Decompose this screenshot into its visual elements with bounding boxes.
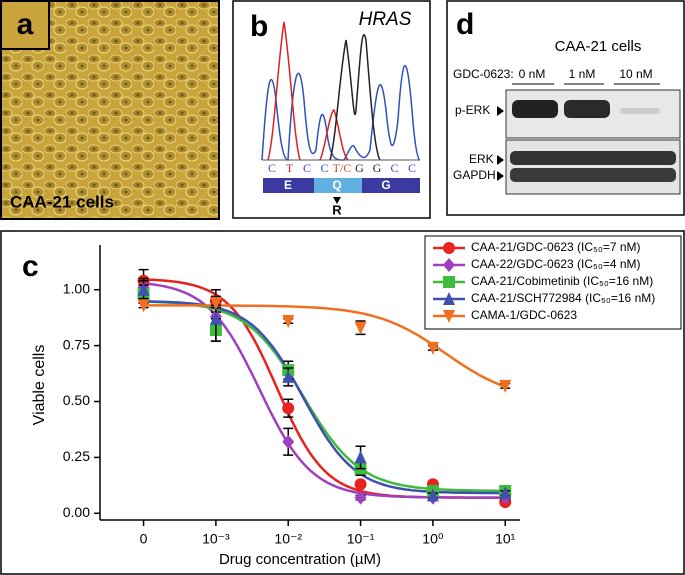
- label-box: [0, 0, 50, 50]
- legend-label: CAA-21/GDC-0623 (IC₅₀=7 nM): [471, 240, 641, 254]
- marker: [137, 299, 150, 313]
- marker: [443, 292, 455, 305]
- base: T/C: [333, 161, 352, 175]
- codon: Q: [332, 178, 341, 192]
- marker: [354, 321, 367, 335]
- x-tick-label: 0: [140, 531, 148, 547]
- base: C: [390, 161, 398, 175]
- base: C: [320, 161, 328, 175]
- y-tick-label: 0.75: [63, 336, 90, 352]
- marker: [499, 379, 512, 393]
- panel-label: b: [250, 10, 268, 43]
- caption: CAA-21 cells: [10, 192, 114, 211]
- band-label: GAPDH: [453, 168, 496, 182]
- marker: [443, 310, 455, 323]
- panel-d: d CAA-21 cells GDC-0623: 0 nM 1 nM 10 nM…: [446, 0, 685, 216]
- x-tick-label: 10⁰: [422, 531, 444, 547]
- legend: CAA-21/GDC-0623 (IC₅₀=7 nM) CAA-22/GDC-06…: [424, 235, 682, 330]
- base: T: [286, 161, 294, 175]
- marker: [443, 242, 455, 254]
- marker: [499, 486, 512, 500]
- marker: [354, 450, 367, 464]
- band: [620, 108, 660, 114]
- marker: [282, 369, 295, 383]
- band-label: p-ERK: [455, 103, 490, 117]
- legend-label: CAA-21/Cobimetinib (IC₅₀=16 nM): [471, 274, 653, 288]
- x-tick-label: 10⁻³: [202, 531, 230, 547]
- x-tick-label: 10⁻¹: [347, 531, 375, 547]
- codon: E: [284, 178, 292, 192]
- x-axis-label: Drug concentration (µM): [219, 551, 381, 568]
- band: [564, 100, 610, 118]
- marker: [443, 258, 455, 272]
- panel-label: a: [17, 8, 34, 41]
- marker: [426, 341, 439, 355]
- dose-label: 1 nM: [569, 67, 596, 81]
- marker: [282, 434, 295, 449]
- y-tick-label: 1.00: [63, 280, 90, 296]
- y-tick-label: 0.25: [63, 448, 90, 464]
- marker: [426, 488, 439, 502]
- band-label: ERK: [469, 152, 494, 166]
- y-tick-label: 0.50: [63, 392, 90, 408]
- panel-a: a CAA-21 cells: [0, 0, 220, 220]
- band-arrow: [497, 171, 504, 181]
- marker: [137, 282, 150, 296]
- x-tick-label: 10⁻²: [274, 531, 302, 547]
- y-tick-label: 0.00: [63, 504, 90, 520]
- trace-g: [329, 33, 381, 161]
- gene-name: HRAS: [359, 9, 412, 30]
- marker: [209, 311, 222, 325]
- base: C: [408, 161, 416, 175]
- fit-curve: [143, 282, 506, 499]
- blot-title: CAA-21 cells: [555, 38, 642, 55]
- legend-label: CAA-22/GDC-0623 (IC₅₀=4 nM): [471, 257, 641, 271]
- fit-curve: [143, 304, 506, 388]
- base: G: [373, 161, 382, 175]
- marker: [282, 315, 295, 329]
- mutation: R: [332, 202, 342, 217]
- base: C: [268, 161, 276, 175]
- marker: [282, 402, 295, 415]
- blot-erk: [505, 139, 681, 195]
- marker: [209, 297, 222, 311]
- legend-label: CAMA-1/GDC-0623: [471, 308, 577, 322]
- codon: G: [381, 178, 390, 192]
- panel-label: c: [22, 250, 39, 283]
- base: C: [303, 161, 311, 175]
- panel-b: b HRAS R: [232, 0, 431, 219]
- panel-label: d: [456, 8, 474, 41]
- treatment-label: GDC-0623:: [453, 67, 514, 81]
- plot: 0.00 0.25 0.50 0.75 1.00 0 10⁻³ 10⁻² 10⁻¹ 10⁰ 10¹ C…: [63, 235, 682, 547]
- legend-box: [424, 235, 682, 330]
- base: G: [355, 161, 364, 175]
- x-tick-label: 10¹: [495, 531, 516, 547]
- marker: [354, 478, 367, 491]
- trace-t: [267, 21, 349, 161]
- band-arrow: [497, 155, 504, 165]
- band: [510, 168, 676, 182]
- dose-label: 0 nM: [519, 67, 546, 81]
- codon-highlight: [314, 178, 362, 193]
- band: [510, 151, 676, 165]
- dose-label: 10 nM: [619, 67, 652, 81]
- legend-label: CAA-21/SCH772984 (IC₅₀=16 nM): [471, 291, 655, 305]
- band: [512, 100, 558, 118]
- band-arrow: [497, 106, 504, 116]
- y-axis-label: Viable cells: [31, 345, 48, 426]
- mutation-arrow: [333, 197, 341, 204]
- marker: [443, 276, 455, 288]
- marker: [354, 490, 367, 505]
